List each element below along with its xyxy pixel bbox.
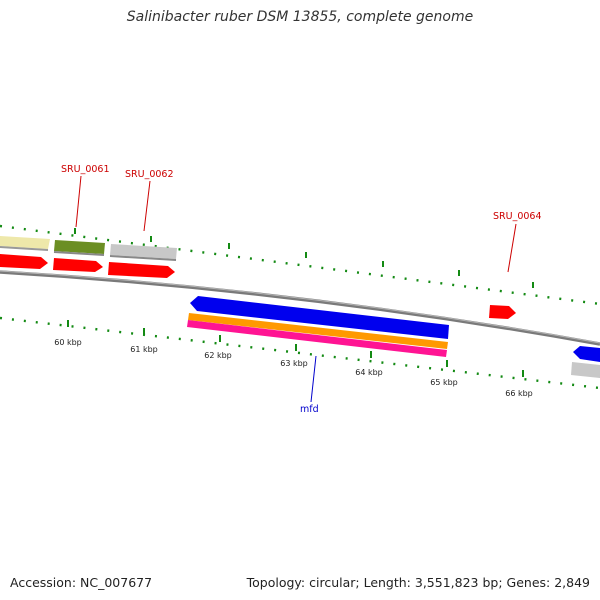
feature-olive-SRU_0061[interactable] [54,240,105,254]
genome-summary: Topology: circular; Length: 3,551,823 bp… [246,575,590,590]
cds-arrow-SRU_0062[interactable] [108,262,175,278]
backbone-line [0,270,600,346]
feature-gray-right[interactable] [571,362,600,378]
kbp-label: 65 kbp [430,378,458,387]
feature-gray-SRU_0062[interactable] [110,244,177,259]
kbp-label: 63 kbp [280,359,308,368]
feature-khaki[interactable] [0,236,50,249]
kbp-labels: 60 kbp 61 kbp 62 kbp 63 kbp 64 kbp 65 kbp 66 k… [54,338,533,398]
leader-line [143,180,151,232]
accession-label: Accession: NC_007677 [10,575,153,590]
ruler-dots [0,224,600,306]
feature-shadow [0,246,49,251]
leader-line [75,175,82,228]
cds-arrow-SRU_0061[interactable] [53,258,103,272]
cds-arrow-SRU_0064[interactable] [489,305,516,319]
kbp-label: 62 kbp [204,351,232,360]
plus-strand-ruler [0,224,600,306]
kbp-label: 64 kbp [355,368,383,377]
plus-strand-features [0,236,516,319]
gene-labels: SRU_0061 SRU_0062 SRU_0064 mfd [61,164,542,415]
major-ticks [67,320,524,377]
backbone-highlight [0,270,600,344]
kbp-label: 66 kbp [505,389,533,398]
minus-strand-ruler: 60 kbp 61 kbp 62 kbp 63 kbp 64 kbp 65 kbp 66 k… [0,316,600,398]
gene-label-mfd[interactable]: mfd [300,404,319,415]
feature-pink-track[interactable] [187,320,447,357]
cds-arrow-minus-right[interactable] [573,346,600,362]
cds-arrow-plus[interactable] [0,254,48,269]
gene-label-SRU_0064[interactable]: SRU_0064 [493,211,542,222]
feature-orange-track[interactable] [188,313,448,349]
minus-strand-features [187,296,600,378]
gene-label-SRU_0062[interactable]: SRU_0062 [125,169,174,180]
leader-line [310,355,317,403]
feature-shadow [109,255,177,261]
feature-shadow [53,251,105,256]
major-ticks [74,228,534,288]
gene-label-SRU_0061[interactable]: SRU_0061 [61,164,110,175]
kbp-label: 61 kbp [130,345,158,354]
kbp-label: 60 kbp [54,338,82,347]
leader-line [507,223,517,273]
genome-backbone [0,270,600,346]
cds-arrow-mfd[interactable] [190,296,449,339]
page-title: Salinibacter ruber DSM 13855, complete g… [126,9,474,25]
